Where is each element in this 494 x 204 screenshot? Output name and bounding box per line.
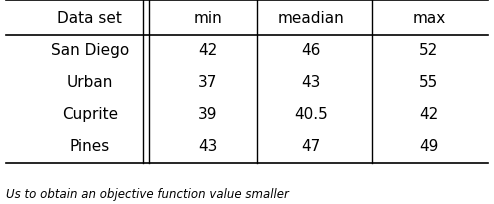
Text: Data set: Data set: [57, 11, 122, 26]
Text: 49: 49: [419, 139, 439, 154]
Text: min: min: [193, 11, 222, 26]
Text: 52: 52: [419, 43, 438, 58]
Text: meadian: meadian: [278, 11, 344, 26]
Text: 42: 42: [198, 43, 217, 58]
Text: Us to obtain an objective function value smaller: Us to obtain an objective function value…: [6, 188, 289, 201]
Text: 47: 47: [301, 139, 321, 154]
Text: 43: 43: [301, 75, 321, 90]
Text: Pines: Pines: [70, 139, 110, 154]
Text: Cuprite: Cuprite: [62, 107, 118, 122]
Text: 37: 37: [198, 75, 217, 90]
Text: 40.5: 40.5: [294, 107, 328, 122]
Text: 55: 55: [419, 75, 438, 90]
Text: Urban: Urban: [67, 75, 113, 90]
Text: 46: 46: [301, 43, 321, 58]
Text: 39: 39: [198, 107, 217, 122]
Text: max: max: [412, 11, 446, 26]
Text: 43: 43: [198, 139, 217, 154]
Text: 42: 42: [419, 107, 438, 122]
Text: San Diego: San Diego: [51, 43, 129, 58]
